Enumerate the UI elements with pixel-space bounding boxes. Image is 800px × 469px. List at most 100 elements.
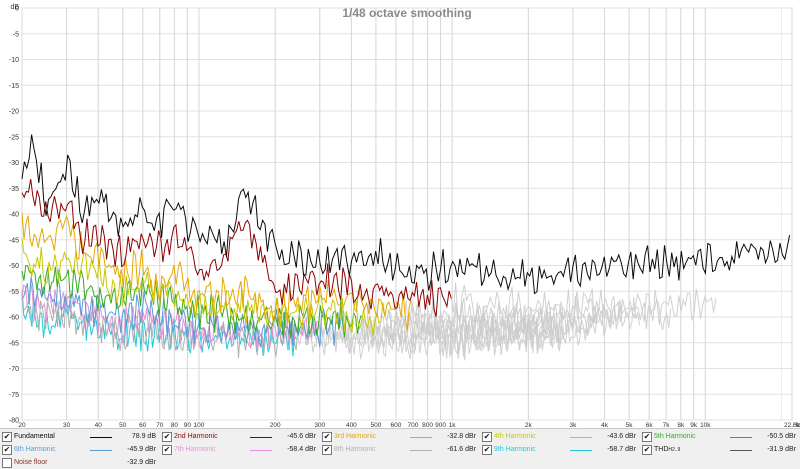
- x-tick-label: 2k: [525, 422, 533, 428]
- legend-entry[interactable]: ✔ 4th Harmonic -43.6 dBr: [482, 431, 638, 443]
- legend-value: -58.4 dBr: [287, 446, 316, 453]
- y-tick-label: -60: [9, 315, 19, 322]
- legend-value: -31.9 dBr: [767, 446, 796, 453]
- legend-label: 3rd Harmonic: [334, 433, 377, 440]
- x-tick-label: 8k: [677, 422, 685, 428]
- series-line-faded-3rd-harmonic: [410, 294, 672, 337]
- legend-checkbox[interactable]: ✔: [322, 445, 332, 455]
- x-tick-label: 70: [156, 422, 164, 428]
- series-line-2nd-harmonic: [21, 178, 452, 317]
- legend-entry[interactable]: ✔ 5th Harmonic -50.5 dBr: [642, 431, 798, 443]
- series-line-4th-harmonic: [21, 238, 386, 336]
- x-tick-label: 300: [314, 422, 325, 428]
- legend-label: 4th Harmonic: [494, 433, 536, 440]
- legend-label: 2nd Harmonic: [174, 433, 218, 440]
- x-tick-label: 22.0k: [784, 422, 800, 428]
- legend-value: -50.5 dBr: [767, 433, 796, 440]
- x-tick-label: 100: [194, 422, 205, 428]
- x-tick-label: 500: [370, 422, 381, 428]
- x-tick-label: 3k: [569, 422, 577, 428]
- legend-entry[interactable]: ✔ 9th Harmonic -58.7 dBr: [482, 444, 638, 456]
- chart-title: 1/48 octave smoothing: [342, 6, 472, 20]
- y-tick-label: 0: [15, 6, 19, 13]
- y-tick-label: -10: [9, 57, 19, 64]
- y-tick-label: -35: [9, 186, 19, 193]
- series-line-faded-4th-harmonic: [384, 297, 641, 341]
- y-tick-label: -30: [9, 160, 19, 167]
- series-line-faded-2nd-harmonic: [450, 282, 717, 325]
- legend-checkbox[interactable]: ✔: [642, 432, 652, 442]
- legend-label: 9th Harmonic: [494, 446, 536, 453]
- y-tick-label: -15: [9, 83, 19, 90]
- legend-checkbox[interactable]: ✔: [642, 445, 652, 455]
- series-line-6th-harmonic: [21, 276, 342, 348]
- legend-value: 78.9 dB: [131, 433, 156, 440]
- y-tick-label: -80: [9, 418, 19, 425]
- legend-value: -58.7 dBr: [607, 446, 636, 453]
- x-tick-label: 700: [407, 422, 418, 428]
- legend-swatch: [730, 450, 752, 451]
- y-tick-label: -50: [9, 263, 19, 270]
- legend-checkbox[interactable]: [2, 458, 12, 468]
- y-tick-label: -25: [9, 134, 19, 141]
- x-unit-label: Hz: [793, 423, 800, 428]
- x-tick-label: 9k: [690, 422, 698, 428]
- legend-entry[interactable]: ✔ 2nd Harmonic -45.6 dBr: [162, 431, 318, 443]
- legend-entry[interactable]: Noise floor -32.9 dBr: [2, 457, 158, 469]
- legend-swatch: [730, 437, 752, 438]
- legend-label: Fundamental: [14, 433, 55, 440]
- legend-checkbox[interactable]: ✔: [2, 445, 12, 455]
- y-tick-label: -70: [9, 366, 19, 373]
- x-tick-label: 7k: [663, 422, 671, 428]
- legend-entry[interactable]: ✔ 7th Harmonic -58.4 dBr: [162, 444, 318, 456]
- x-tick-label: 80: [171, 422, 179, 428]
- x-tick-label: 1k: [449, 422, 457, 428]
- x-tick-label: 200: [270, 422, 281, 428]
- y-axis-label: dB: [10, 4, 19, 11]
- legend-value: -32.8 dBr: [447, 433, 476, 440]
- series-line-7th-harmonic: [21, 281, 323, 351]
- x-tick-label: 600: [391, 422, 402, 428]
- legend-swatch: [410, 437, 432, 438]
- y-tick-label: -20: [9, 109, 19, 116]
- legend-entry[interactable]: ✔ 3rd Harmonic -32.8 dBr: [322, 431, 478, 443]
- x-tick-label: 30: [63, 422, 71, 428]
- plot-area[interactable]: 0 -5 -10 -15 -20 -25 -30 -35 -40 -45 -50 -55 -60 -65 -…: [0, 0, 800, 428]
- legend-checkbox[interactable]: ✔: [482, 432, 492, 442]
- y-tick-label: -5: [13, 31, 19, 38]
- legend-entry[interactable]: ✔ 8th Harmonic -61.6 dBr: [322, 444, 478, 456]
- x-tick-label: 50: [119, 422, 127, 428]
- legend-swatch: [90, 450, 112, 451]
- legend-value: -61.6 dBr: [447, 446, 476, 453]
- legend-label: 8th Harmonic: [334, 446, 376, 453]
- y-tick-label: -75: [9, 392, 19, 399]
- legend-checkbox[interactable]: ✔: [482, 445, 492, 455]
- x-tick-label: 40: [95, 422, 103, 428]
- x-tick-label: 6k: [646, 422, 654, 428]
- legend-swatch: [570, 450, 592, 451]
- legend-checkbox[interactable]: ✔: [162, 445, 172, 455]
- x-tick-label: 4k: [601, 422, 609, 428]
- legend-value: -45.9 dBr: [127, 446, 156, 453]
- x-tick-label: 90: [184, 422, 192, 428]
- legend-swatch: [90, 437, 112, 438]
- legend-entry[interactable]: ✔ THDH2..9 -31.9 dBr: [642, 444, 798, 456]
- y-tick-label: -65: [9, 340, 19, 347]
- legend-swatch: [250, 437, 272, 438]
- legend-entry[interactable]: ✔ Fundamental 78.9 dB: [2, 431, 158, 443]
- legend-checkbox[interactable]: ✔: [2, 432, 12, 442]
- legend-label: THDH2..9: [654, 446, 681, 453]
- legend-swatch: [250, 450, 272, 451]
- x-tick-label: 800: [422, 422, 433, 428]
- legend-entry[interactable]: ✔ 6th Harmonic -45.9 dBr: [2, 444, 158, 456]
- distortion-chart[interactable]: 0 -5 -10 -15 -20 -25 -30 -35 -40 -45 -50 -55 -60 -65 -…: [0, 0, 800, 428]
- legend-checkbox[interactable]: ✔: [162, 432, 172, 442]
- x-tick-label: 60: [139, 422, 147, 428]
- series-line-5th-harmonic: [21, 265, 362, 339]
- y-tick-label: -40: [9, 212, 19, 219]
- x-tick-label: 20: [18, 422, 26, 428]
- legend-checkbox[interactable]: ✔: [322, 432, 332, 442]
- x-tick-label: 400: [346, 422, 357, 428]
- legend-label: Noise floor: [14, 459, 48, 466]
- legend-label: 7th Harmonic: [174, 446, 216, 453]
